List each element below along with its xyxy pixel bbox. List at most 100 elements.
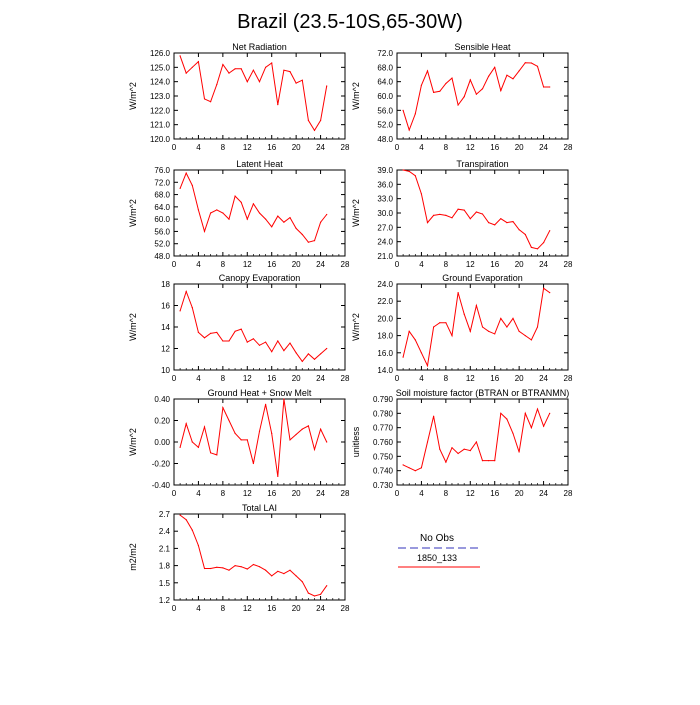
data-point (301, 581, 303, 583)
data-point (307, 425, 309, 427)
y-axis-label: W/m^2 (351, 313, 361, 341)
chart-panel-7: Ground Heat + Snow Melt 0 4 8 12 16 20 24 28 -0.4… (128, 388, 350, 498)
y-tick-label: 52.0 (154, 240, 170, 249)
x-tick-label: 20 (515, 143, 524, 152)
y-tick-label: 24.0 (377, 280, 393, 289)
y-tick-label: 125.0 (150, 63, 171, 72)
data-point (258, 566, 261, 568)
data-point (320, 428, 322, 430)
x-tick-label: 24 (316, 143, 325, 152)
data-point (265, 66, 267, 68)
y-tick-label: 0.750 (373, 452, 394, 461)
y-tick-label: 14.0 (377, 366, 393, 375)
x-tick-label: 16 (267, 374, 276, 383)
y-axis-label: W/m^2 (128, 82, 138, 110)
data-point (549, 86, 551, 88)
data-point (469, 330, 471, 332)
data-point (313, 448, 316, 451)
data-point (252, 462, 254, 465)
data-point (518, 229, 520, 231)
data-point (271, 575, 273, 577)
data-point (481, 213, 484, 215)
data-point (277, 215, 279, 217)
y-tick-label: 124.0 (150, 78, 171, 87)
x-tick-label: 4 (196, 374, 201, 383)
x-tick-label: 24 (316, 604, 325, 613)
data-point (210, 567, 212, 570)
data-point (246, 568, 248, 570)
y-tick-label: 68.0 (154, 191, 170, 200)
series-line (402, 169, 551, 250)
series-line (179, 398, 328, 477)
data-point (258, 212, 261, 214)
y-tick-label: 0.740 (373, 467, 394, 476)
y-tick-label: 22.0 (377, 297, 393, 306)
series-line (402, 407, 551, 472)
y-tick-label: 2.1 (159, 544, 171, 553)
x-tick-label: 20 (515, 489, 524, 498)
x-tick-label: 12 (243, 260, 252, 269)
data-point (530, 246, 533, 248)
y-tick-label: 60.0 (154, 215, 170, 224)
data-point (210, 332, 212, 334)
y-tick-label: 27.0 (377, 223, 393, 232)
data-point (295, 227, 297, 229)
data-point (494, 224, 496, 226)
data-point (234, 565, 236, 567)
series-line (179, 171, 328, 243)
data-point (481, 88, 484, 90)
x-tick-label: 28 (341, 374, 350, 383)
data-point (271, 226, 273, 228)
data-point (313, 240, 316, 242)
data-point (320, 119, 322, 121)
y-tick-label: 0.730 (373, 481, 394, 490)
data-point (240, 439, 242, 441)
x-tick-label: 28 (341, 143, 350, 152)
data-point (408, 170, 410, 172)
y-tick-label: 68.0 (377, 63, 393, 72)
data-point (475, 211, 477, 213)
data-point (197, 61, 199, 63)
x-tick-label: 8 (444, 260, 449, 269)
y-tick-label: 24.0 (377, 238, 393, 247)
data-point (426, 441, 429, 443)
data-point (536, 408, 539, 410)
data-point (426, 365, 429, 367)
y-tick-label: 18.0 (377, 332, 393, 341)
data-point (457, 452, 459, 455)
y-axis-label: W/m^2 (351, 199, 361, 227)
x-tick-label: 16 (490, 489, 499, 498)
data-point (475, 93, 477, 95)
chart-panel-8: Soil moisture factor (BTRAN or BTRANMN)0… (351, 388, 573, 498)
x-tick-label: 8 (444, 143, 449, 152)
data-point (191, 441, 193, 443)
data-point (289, 569, 291, 571)
x-tick-label: 12 (466, 260, 475, 269)
data-point (457, 208, 459, 210)
data-point (463, 209, 465, 211)
chart-panel-4: Transpiration 0 4 8 12 16 20 24 28 21.0 24.0 27.0 30… (351, 159, 573, 269)
data-point (234, 432, 236, 434)
data-point (506, 222, 508, 224)
x-tick-label: 0 (172, 489, 177, 498)
data-point (307, 353, 309, 355)
data-point (210, 212, 212, 214)
y-tick-label: 72.0 (377, 49, 393, 58)
x-tick-label: 24 (316, 374, 325, 383)
data-point (320, 353, 322, 355)
x-tick-label: 8 (444, 489, 449, 498)
data-point (408, 129, 410, 131)
x-tick-label: 24 (539, 260, 548, 269)
data-point (445, 322, 447, 324)
data-point (445, 82, 447, 85)
data-point (191, 184, 193, 186)
data-point (469, 79, 471, 81)
data-point (252, 203, 254, 205)
data-point (420, 467, 422, 469)
data-point (277, 340, 279, 342)
data-point (301, 79, 303, 81)
x-tick-label: 4 (419, 489, 424, 498)
data-point (216, 566, 218, 568)
y-tick-label: 56.0 (154, 227, 170, 236)
